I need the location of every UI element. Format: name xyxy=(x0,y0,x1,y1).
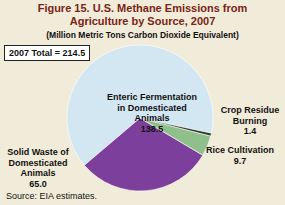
svg-text:Crop ResidueBurning1.4: Crop ResidueBurning1.4 xyxy=(221,105,277,136)
svg-text:Solid Waste ofDomesticatedAnim: Solid Waste ofDomesticatedAnimals65.0 xyxy=(8,147,70,189)
svg-text:Enteric Fermentationin Domesti: Enteric Fermentationin DomesticatedAnima… xyxy=(107,92,197,134)
svg-text:Rice Cultivation9.7: Rice Cultivation9.7 xyxy=(206,145,274,166)
html-text:Source: EIA estimates.: Source: EIA estimates. xyxy=(6,191,97,201)
html-text:(Million Metric Tons Carbon Di: (Million Metric Tons Carbon Dioxide Equi… xyxy=(46,30,239,40)
html-text:2007 Total = 214.5: 2007 Total = 214.5 xyxy=(9,48,86,58)
html-text:Figure 15. U.S. Methane Emissi: Figure 15. U.S. Methane Emissions from A… xyxy=(37,2,248,27)
